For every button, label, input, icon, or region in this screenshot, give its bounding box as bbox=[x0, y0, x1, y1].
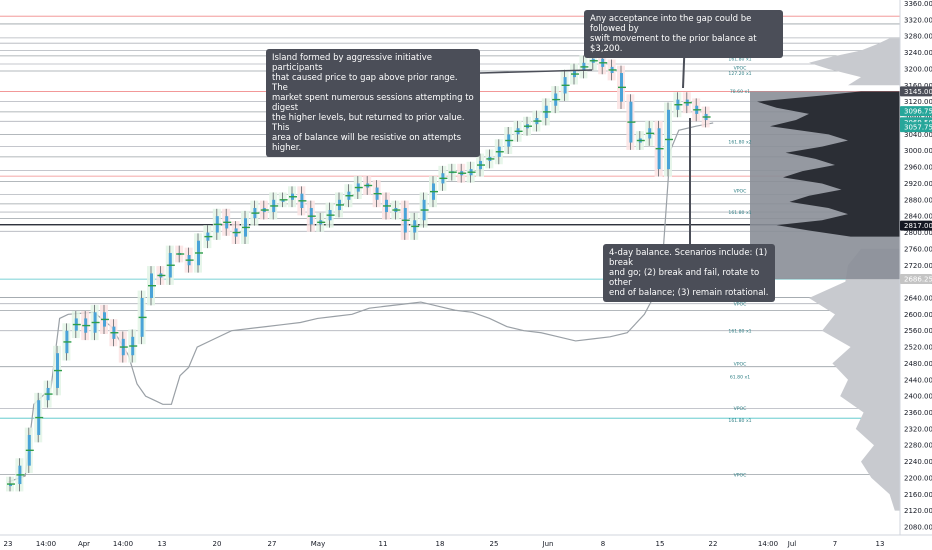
level-label: VPOC bbox=[734, 406, 747, 412]
y-tick-label: 2840.00 bbox=[904, 213, 932, 221]
level-labels: VPOC 161.80 x1 127.20 x1 78.60 x1 161.80 x2 V… bbox=[728, 56, 751, 478]
x-tick-label: 13 bbox=[158, 540, 167, 548]
x-tick-label: 14:00 bbox=[758, 540, 778, 548]
level-label: 161.80 x1 bbox=[728, 210, 751, 216]
y-tick-label: 2720.00 bbox=[904, 262, 932, 270]
price-badge-label: 3096.75 bbox=[904, 108, 932, 116]
level-label: 61.80 x1 bbox=[730, 374, 750, 380]
y-tick-label: 3040.00 bbox=[904, 131, 932, 139]
volume-profile bbox=[750, 38, 900, 511]
x-tick-label: Jun bbox=[542, 540, 554, 548]
level-label: 161.80 x1 bbox=[728, 418, 751, 424]
y-tick-label: 2200.00 bbox=[904, 474, 932, 482]
x-tick-label: 13 bbox=[876, 540, 885, 548]
annotation-island[interactable]: Island formed by aggressive initiative p… bbox=[266, 49, 480, 157]
level-label: 161.80 x1 bbox=[728, 329, 751, 335]
x-tick-label: 8 bbox=[601, 540, 605, 548]
level-label: 161.80 x2 bbox=[728, 140, 751, 146]
y-tick-label: 2360.00 bbox=[904, 409, 932, 417]
y-tick-label: 2960.00 bbox=[904, 164, 932, 172]
y-tick-label: 2640.00 bbox=[904, 294, 932, 302]
x-tick-label: 15 bbox=[656, 540, 665, 548]
y-tick-label: 3240.00 bbox=[904, 49, 932, 57]
volume-profile-lower bbox=[809, 248, 900, 511]
session-body bbox=[9, 484, 12, 487]
level-label: VPOC bbox=[734, 302, 747, 308]
y-tick-label: 2520.00 bbox=[904, 344, 932, 352]
price-bars bbox=[6, 51, 711, 492]
annotation-island-text: Island formed by aggressive initiative p… bbox=[272, 53, 474, 153]
annotation-gap[interactable]: Any acceptance into the gap could be fol… bbox=[584, 10, 783, 58]
y-tick-label: 2880.00 bbox=[904, 196, 932, 204]
y-tick-label: 2800.00 bbox=[904, 229, 932, 237]
y-tick-label: 2400.00 bbox=[904, 393, 932, 401]
x-tick-label: 25 bbox=[490, 540, 499, 548]
y-tick-label: 2240.00 bbox=[904, 458, 932, 466]
y-tick-label: 2480.00 bbox=[904, 360, 932, 368]
y-tick-label: 3360.00 bbox=[904, 0, 932, 8]
y-tick-label: 2760.00 bbox=[904, 245, 932, 253]
x-tick-label: 14:00 bbox=[113, 540, 133, 548]
y-tick-label: 3280.00 bbox=[904, 33, 932, 41]
y-tick-label: 2320.00 bbox=[904, 425, 932, 433]
y-tick-label: 3200.00 bbox=[904, 65, 932, 73]
x-tick-label: 23 bbox=[4, 540, 13, 548]
y-tick-label: 2560.00 bbox=[904, 327, 932, 335]
price-badge bbox=[900, 86, 932, 97]
y-tick-label: 3120.00 bbox=[904, 98, 932, 106]
y-tick-label: 2080.00 bbox=[904, 524, 932, 532]
level-label: 127.20 x1 bbox=[728, 71, 751, 77]
price-badge-label: 3145.00 bbox=[904, 88, 932, 96]
x-tick-label: 20 bbox=[213, 540, 222, 548]
x-tick-label: Apr bbox=[78, 540, 90, 548]
level-label: VPOC bbox=[734, 473, 747, 479]
y-tick-label: 3000.00 bbox=[904, 147, 932, 155]
level-label: VPOC bbox=[734, 361, 747, 367]
level-label: VPOC bbox=[734, 188, 747, 194]
y-tick-label: 2160.00 bbox=[904, 491, 932, 499]
price-badge bbox=[900, 106, 932, 117]
price-badge bbox=[900, 220, 932, 231]
x-tick-label: 22 bbox=[709, 540, 718, 548]
level-label: 161.80 x1 bbox=[728, 56, 751, 62]
price-badge bbox=[900, 122, 932, 133]
y-tick-label: 2280.00 bbox=[904, 442, 932, 450]
volume-profile-upper bbox=[809, 38, 900, 86]
x-tick-label: 27 bbox=[268, 540, 277, 548]
price-badge-label: 2817.00 bbox=[904, 222, 932, 230]
x-tick-label: 18 bbox=[436, 540, 445, 548]
x-tick-label: 7 bbox=[833, 540, 837, 548]
annotation-gap-text: Any acceptance into the gap could be fol… bbox=[590, 14, 757, 54]
x-tick-label: 11 bbox=[379, 540, 388, 548]
y-tick-label: 2920.00 bbox=[904, 180, 932, 188]
y-tick-label: 3320.00 bbox=[904, 16, 932, 24]
session-body bbox=[281, 199, 285, 202]
annotation-balance[interactable]: 4-day balance. Scenarios include: (1) br… bbox=[603, 244, 775, 302]
y-tick-label: 2600.00 bbox=[904, 311, 932, 319]
annotation-balance-text: 4-day balance. Scenarios include: (1) br… bbox=[609, 248, 769, 298]
x-tick-label: Jul bbox=[787, 540, 797, 548]
y-tick-label: 2120.00 bbox=[904, 507, 932, 515]
price-badge-label: 2686.25 bbox=[904, 276, 932, 284]
price-badge-label: 3057.75 bbox=[904, 124, 932, 132]
y-tick-label: 2440.00 bbox=[904, 376, 932, 384]
level-label: VPOC bbox=[734, 65, 747, 71]
price-badge bbox=[900, 274, 932, 285]
x-tick-label: 14:00 bbox=[36, 540, 56, 548]
level-label: 78.60 x1 bbox=[730, 89, 750, 95]
x-tick-label: May bbox=[311, 540, 325, 548]
y-tick-label: 3160.00 bbox=[904, 82, 932, 90]
pointer-island bbox=[479, 69, 593, 74]
volume-profile-value-area bbox=[757, 91, 900, 237]
